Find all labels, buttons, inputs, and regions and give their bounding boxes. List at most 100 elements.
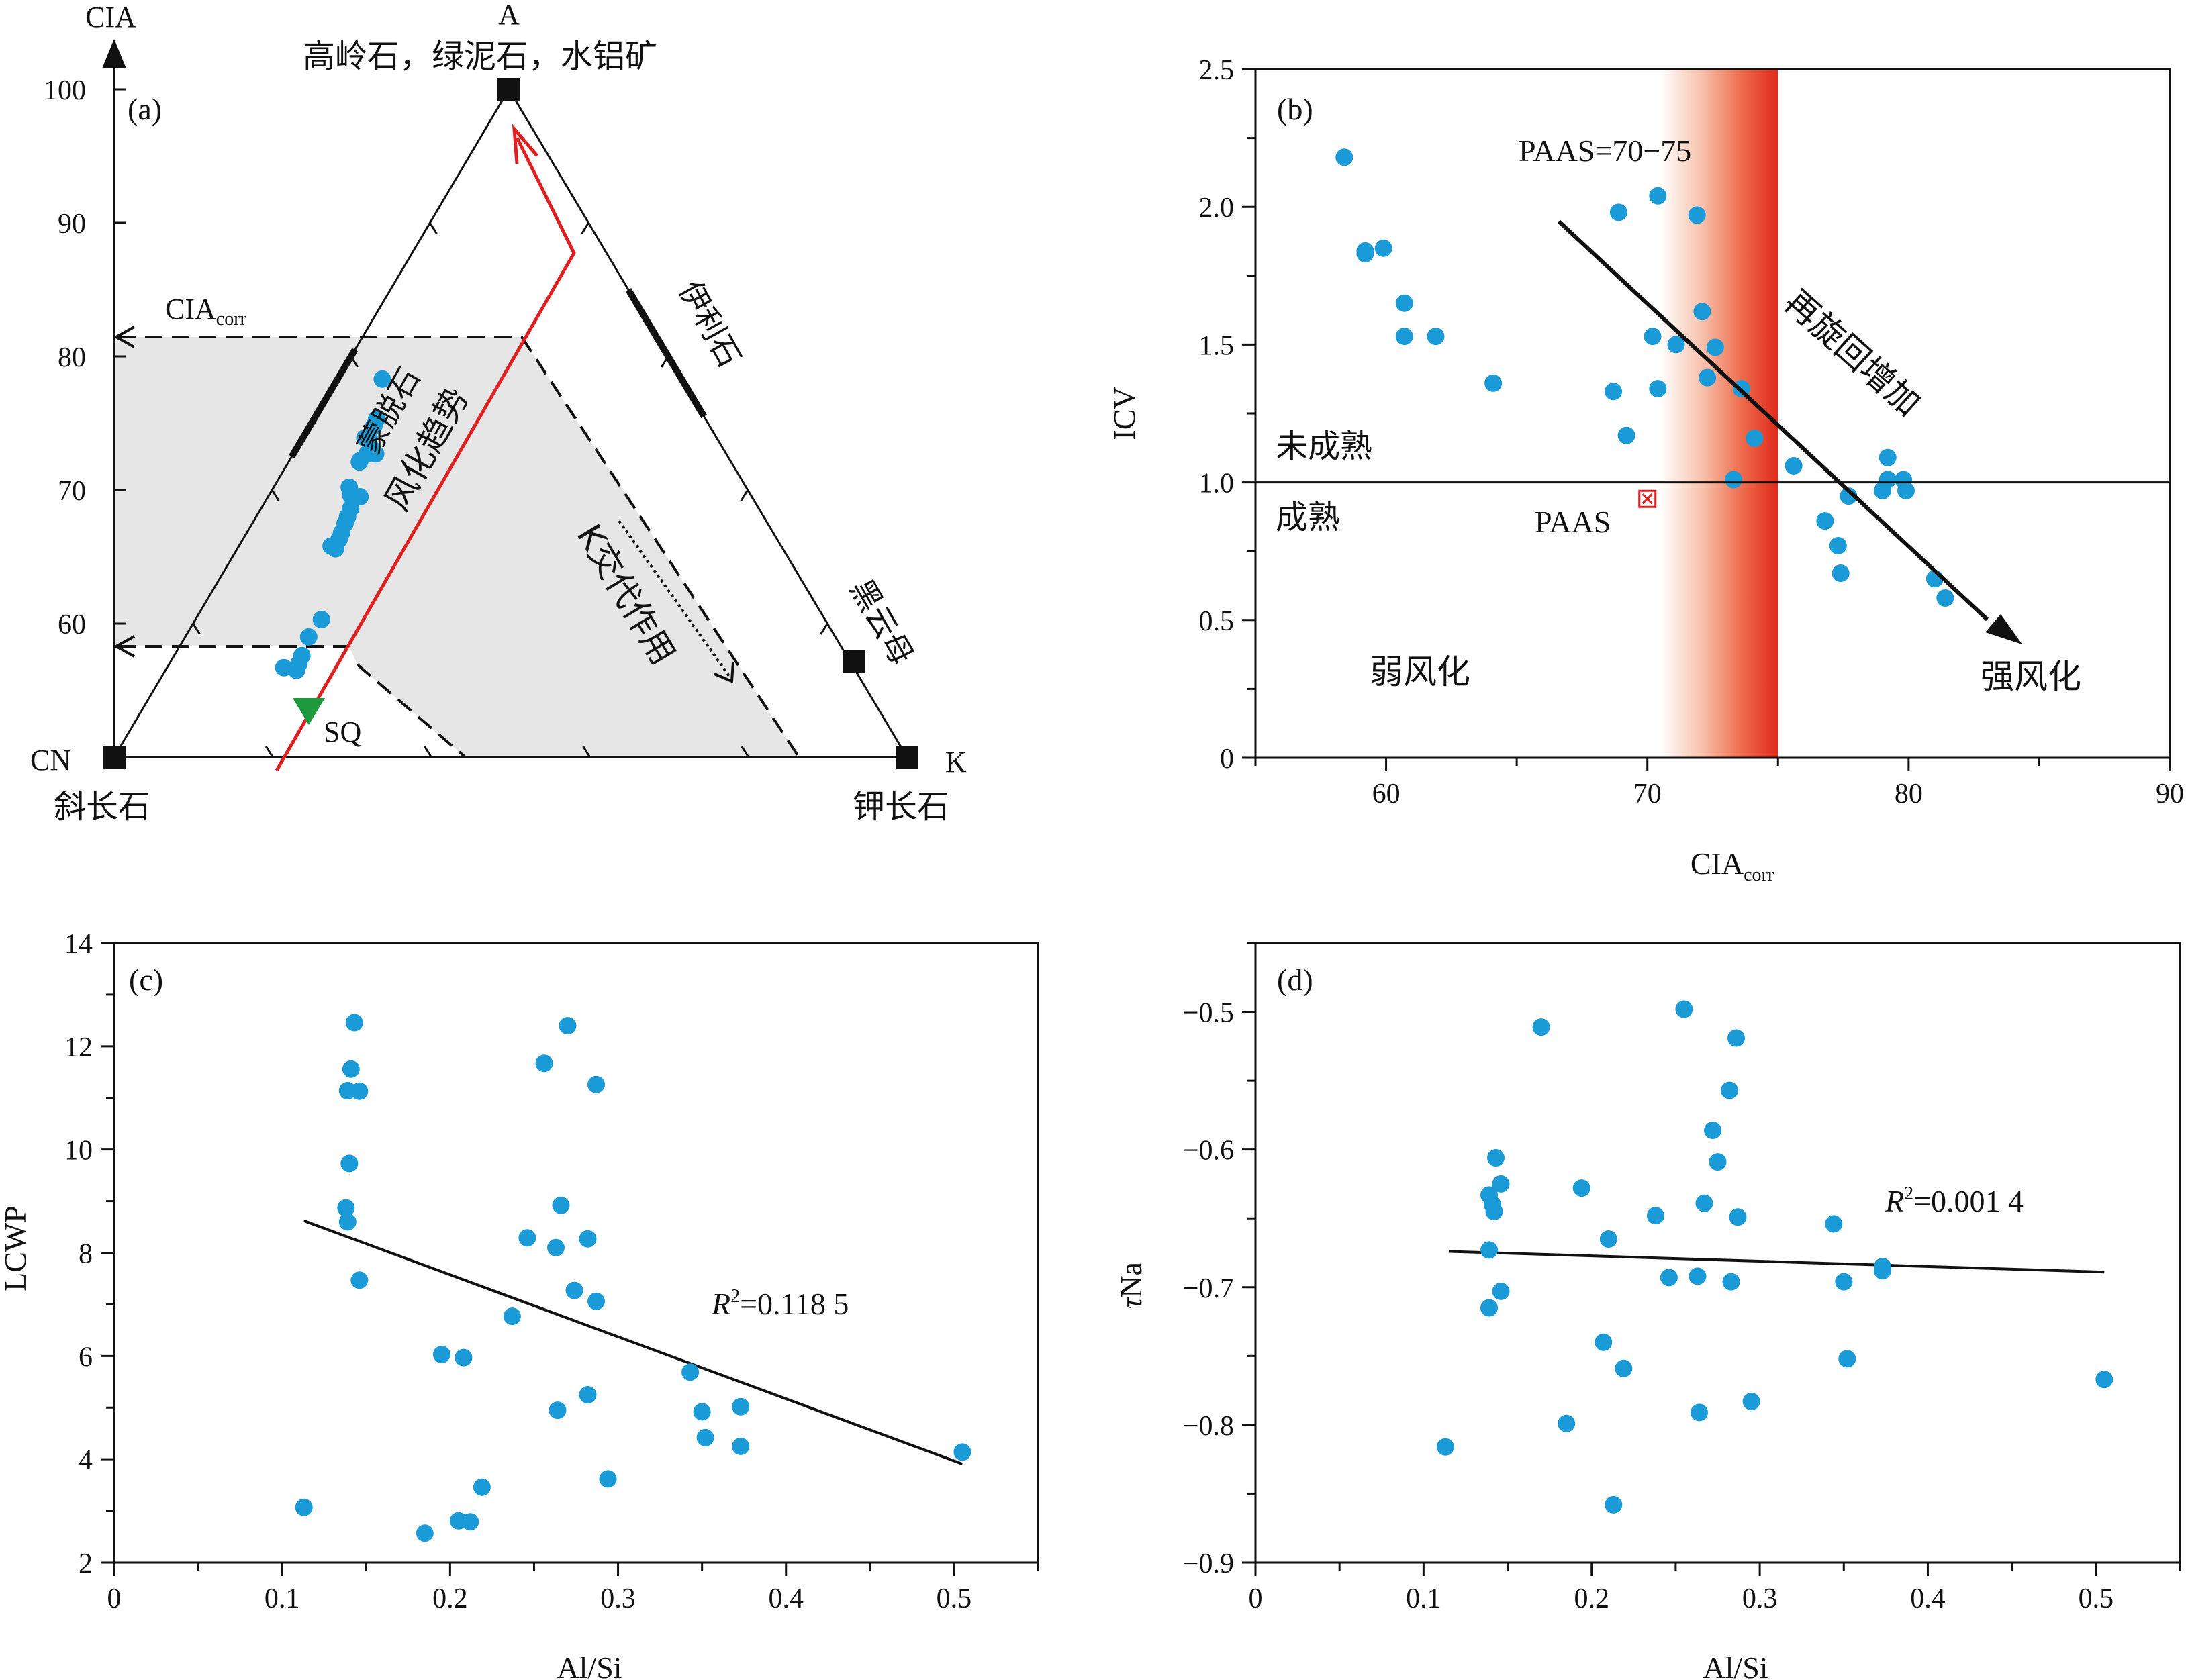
y-tick-label: 8 [79, 1239, 93, 1270]
y-tick-label: 1.5 [1199, 330, 1235, 361]
sample-point [1825, 1215, 1843, 1233]
sample-point [1721, 1081, 1738, 1099]
sample-point [367, 445, 385, 463]
left-edge-tick [192, 623, 201, 635]
vertex-a-square [497, 78, 520, 101]
cia-corr-upper-arrow [113, 326, 135, 348]
paas-point-label: PAAS [1535, 505, 1611, 539]
sample-point [535, 1054, 553, 1073]
y-tick-label: −0.7 [1183, 1273, 1234, 1304]
sample-point [1709, 1153, 1727, 1171]
sample-point [1617, 426, 1635, 444]
panel-c-trendline [303, 1219, 963, 1465]
sample-point [732, 1437, 750, 1455]
sample-point [1742, 1393, 1760, 1410]
base-tick [424, 746, 432, 758]
sample-point [559, 1017, 577, 1035]
cia-axis-arrowhead [102, 39, 126, 68]
sample-point [1572, 1179, 1590, 1197]
sample-point [1605, 1495, 1623, 1514]
sample-point [350, 1271, 369, 1289]
k-metasomatism-lower-line [356, 663, 467, 758]
sample-point [1395, 294, 1413, 312]
y-tick-label: −0.8 [1183, 1411, 1234, 1442]
vertex-cn-label: CN [30, 744, 71, 777]
k-metasomatism-arrowhead [714, 661, 734, 683]
plot-frame [1254, 942, 2181, 1564]
x-tick-label: 0.3 [600, 1583, 636, 1614]
sample-point [1704, 1122, 1721, 1139]
y-tick-label: 4 [79, 1445, 93, 1476]
y-tick-label: 14 [64, 929, 93, 960]
sample-point [351, 488, 369, 505]
sample-point [293, 646, 311, 664]
sample-point [1829, 537, 1847, 554]
x-tick-label: 0.1 [1406, 1583, 1441, 1614]
sample-point [1595, 1333, 1613, 1351]
sample-point [1667, 336, 1685, 354]
panel-a-weathering-field [114, 337, 799, 757]
weathering-direction-arrow [1557, 219, 1989, 622]
sample-point [1649, 187, 1667, 205]
panel-b-xlabel: CIAcorr [1691, 846, 1774, 885]
sample-point [1480, 1299, 1498, 1317]
sample-point [547, 1238, 565, 1256]
sample-point [312, 611, 330, 628]
x-tick-label: 0.5 [2079, 1583, 2114, 1614]
sample-point [1729, 1208, 1747, 1226]
x-tick-label: 90 [2156, 779, 2184, 809]
y-tick-label: 10 [64, 1136, 93, 1167]
regression-line [1448, 1250, 2105, 1274]
sample-point [373, 370, 391, 388]
sample-point [299, 628, 318, 646]
x-tick-label: 0 [107, 1583, 122, 1614]
sample-point [552, 1196, 570, 1214]
sample-point [579, 1230, 597, 1248]
cia-tick-label: 100 [44, 75, 86, 106]
sample-point [587, 1292, 605, 1310]
sample-point [1838, 1350, 1856, 1368]
sample-point [473, 1478, 491, 1496]
x-tick-label: 0.3 [1742, 1583, 1778, 1614]
corrected-cia-arrows [113, 326, 800, 758]
base-tick [741, 746, 750, 758]
weathering-direction-arrowhead [1985, 614, 2022, 644]
sample-point [345, 1014, 363, 1032]
panel-d-points [1436, 1000, 2113, 1514]
paas-marker-cross [1642, 493, 1653, 505]
immature-label: 未成熟 [1276, 428, 1372, 465]
ternary-frame [103, 78, 918, 769]
vertex-k-square [896, 746, 918, 769]
sample-point [1646, 1207, 1664, 1225]
cia-tick-label: 80 [58, 342, 86, 373]
sample-point [1816, 512, 1834, 530]
vertex-a-minerals: 高岭石，绿泥石，水铝矿 [303, 38, 657, 75]
sample-point [1615, 1359, 1633, 1377]
x-tick-label: 0.4 [1910, 1583, 1946, 1614]
sample-point [1660, 1269, 1678, 1287]
cia-corr-lower-arrow [113, 635, 135, 658]
panel-c-ticks: 0 0.1 0.2 0.3 0.4 0.5 2 4 6 8 10 12 14 [64, 929, 1039, 1614]
sample-point [953, 1443, 971, 1461]
paas-range-label: PAAS=70−75 [1519, 134, 1691, 168]
panel-b-annotations [1255, 219, 2170, 644]
panel-c-ylabel: LCWP [0, 1205, 32, 1291]
sample-point [340, 1154, 359, 1173]
cia-tick-label: 60 [58, 609, 86, 640]
panel-a-points [275, 370, 391, 679]
sample-point [1558, 1414, 1576, 1432]
x-tick-label: 70 [1633, 779, 1662, 809]
sample-point [1599, 1230, 1617, 1248]
k-metasomatism-upper-line [520, 336, 800, 758]
plot-frame [113, 942, 1039, 1564]
panel-d-ticks: 0 0.1 0.2 0.3 0.4 0.5 −0.9 −0.8 −0.7 −0.6 −0.5 [1183, 942, 2181, 1614]
y-tick-label: 12 [64, 1032, 93, 1063]
sample-point [1832, 564, 1850, 582]
panel-b-ticks: 60 70 80 90 0 0.5 1.0 1.5 2.0 2.5 [1199, 55, 2185, 809]
sample-point [1649, 380, 1667, 398]
panel-d-ylabel: τNa [1114, 1262, 1148, 1309]
sample-point [681, 1363, 700, 1381]
x-tick-label: 80 [1895, 779, 1923, 809]
sample-point [565, 1281, 583, 1299]
